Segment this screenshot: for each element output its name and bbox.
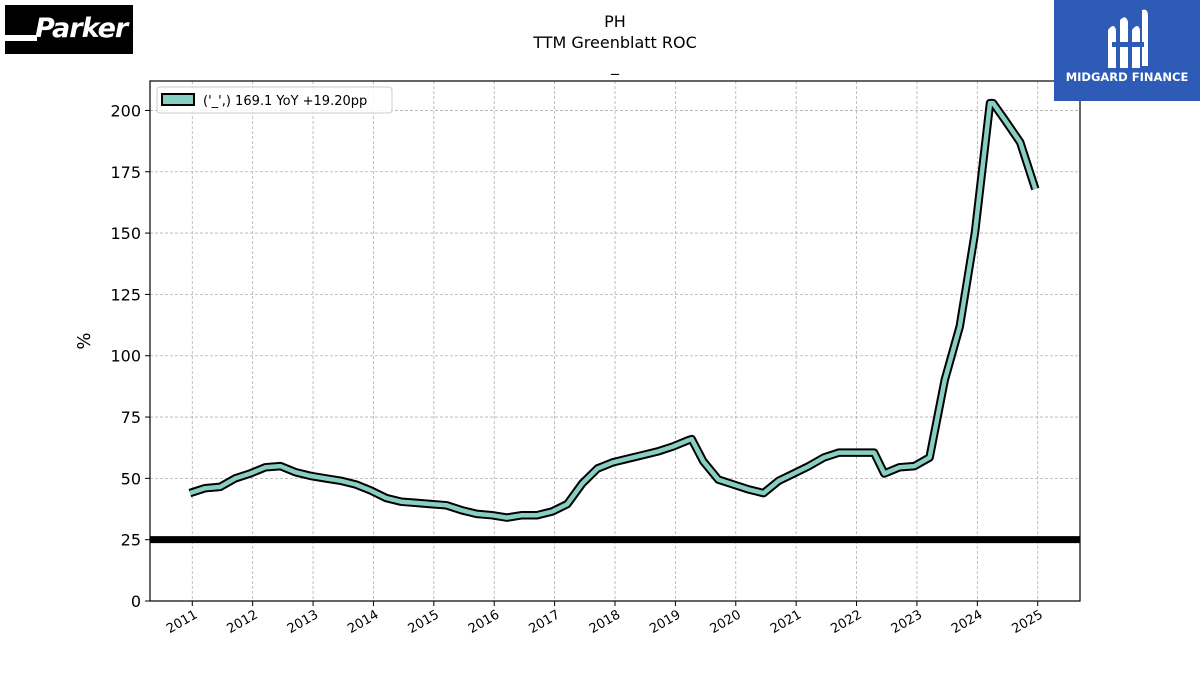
- parker-logo-text: Parker: [35, 13, 128, 44]
- x-tick-label-6: 2017: [526, 607, 562, 637]
- x-tick-label-3: 2014: [345, 607, 381, 637]
- x-tick-label-5: 2016: [466, 607, 502, 637]
- y-tick-label-5: 125: [110, 285, 141, 304]
- x-tick-label-2: 2013: [285, 607, 321, 637]
- x-axis-ticks: 2011 2012 2013 2014 2015 2016 2017 2018 2019 2020…: [164, 601, 1046, 637]
- y-tick-label-2: 50: [121, 469, 141, 488]
- legend: ('_',) 169.1 YoY +19.20pp: [156, 86, 393, 114]
- x-tick-label-1: 2012: [225, 607, 261, 637]
- midgard-finance-logo: MIDGARD FINANCE: [1054, 0, 1200, 101]
- y-tick-label-6: 150: [110, 224, 141, 243]
- y-tick-label-0: 0: [131, 592, 141, 611]
- chart-extra-label: _: [611, 56, 619, 75]
- x-tick-label-10: 2021: [768, 607, 804, 637]
- legend-label: ('_',) 169.1 YoY +19.20pp: [203, 94, 367, 109]
- parker-logo: Parker: [5, 5, 133, 54]
- x-tick-label-11: 2022: [828, 607, 864, 637]
- legend-box: [156, 86, 393, 114]
- y-tick-label-4: 100: [110, 347, 141, 366]
- x-tick-label-7: 2018: [587, 607, 623, 637]
- y-tick-label-8: 200: [110, 101, 141, 120]
- x-tick-label-12: 2023: [889, 607, 925, 637]
- y-axis-ticks: 0 25 50 75 100 125 150 175 200: [110, 101, 150, 611]
- y-tick-label-3: 75: [121, 408, 141, 427]
- x-tick-label-8: 2019: [647, 607, 683, 637]
- x-tick-label-9: 2020: [708, 607, 744, 637]
- logo-bar: [5, 35, 37, 41]
- chart-title: PH: [604, 12, 626, 31]
- grid-lines: [150, 81, 1080, 602]
- legend-swatch: [161, 93, 195, 106]
- x-tick-label-14: 2025: [1010, 607, 1046, 637]
- y-tick-label-1: 25: [121, 531, 141, 550]
- y-axis-label: %: [74, 332, 95, 349]
- midgard-mark-icon: [1108, 9, 1148, 68]
- x-tick-label-0: 2011: [164, 607, 200, 637]
- y-tick-label-7: 175: [110, 163, 141, 182]
- x-tick-label-4: 2015: [406, 607, 442, 637]
- midgard-logo-text: MIDGARD FINANCE: [1065, 70, 1189, 84]
- series-line-outline: [188, 98, 1040, 522]
- x-tick-label-13: 2024: [949, 607, 985, 637]
- chart-subtitle: TTM Greenblatt ROC: [533, 33, 697, 52]
- series-line: [189, 100, 1038, 520]
